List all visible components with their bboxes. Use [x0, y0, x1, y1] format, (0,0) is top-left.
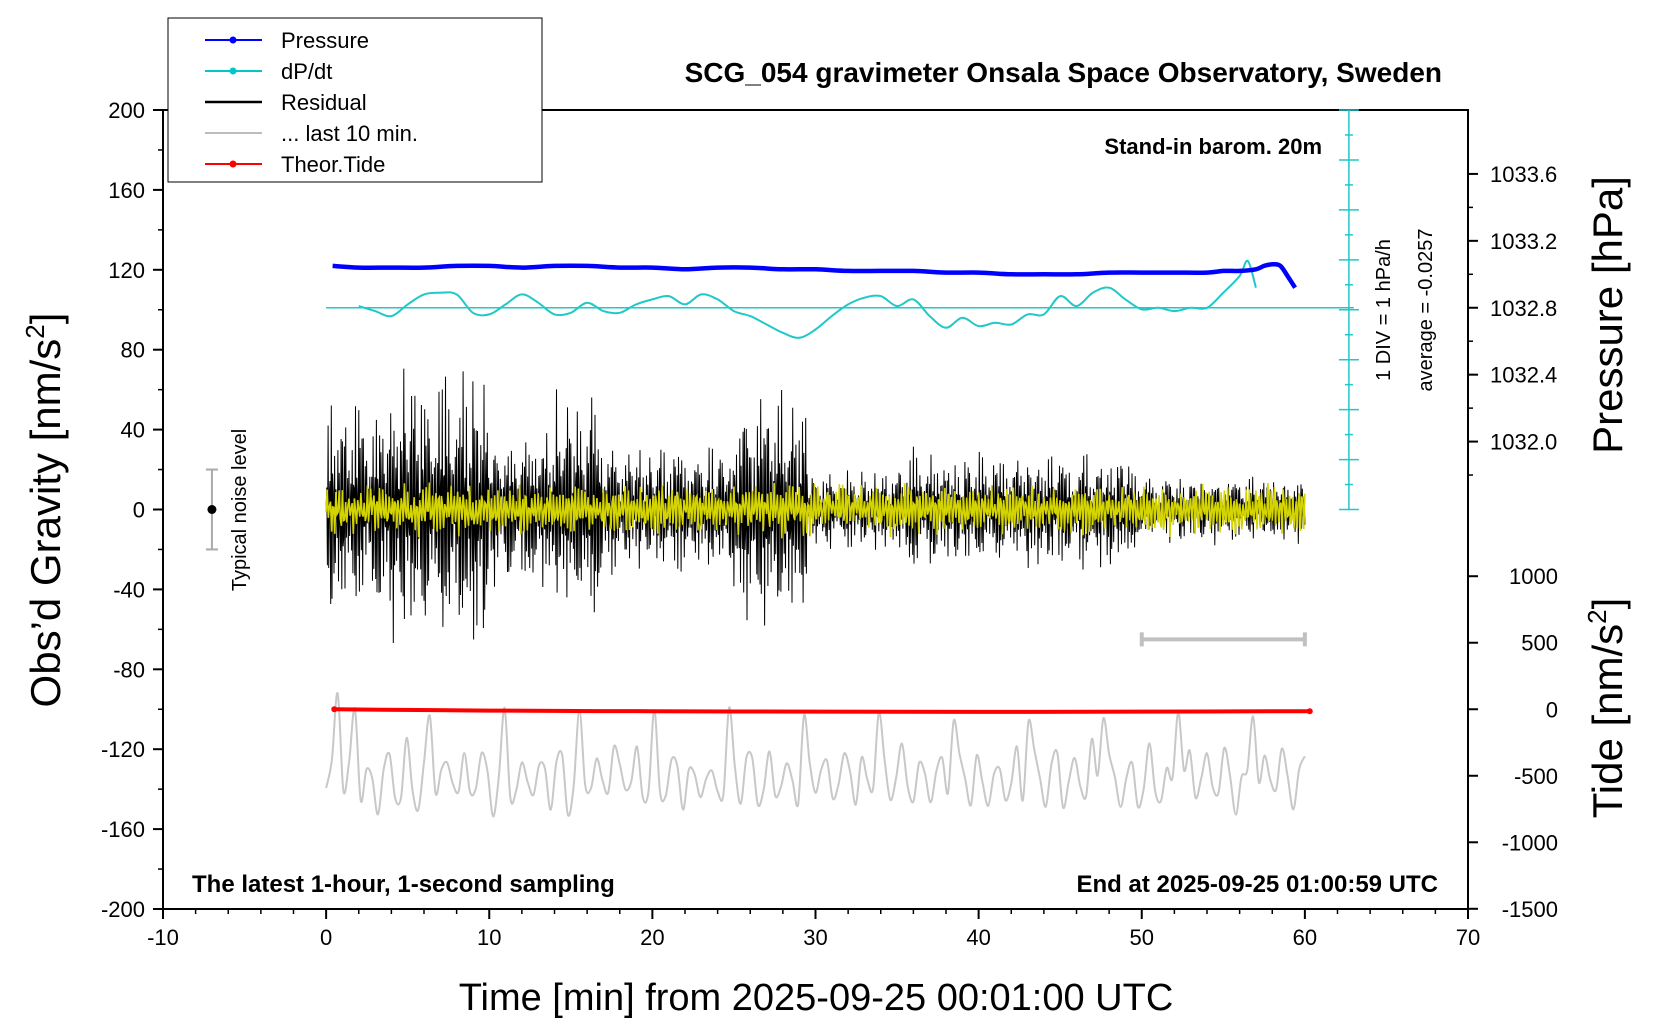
- legend-label: Pressure: [281, 28, 369, 53]
- average-note: average = -0.0257: [1415, 229, 1437, 392]
- barometer-note: Stand-in barom. 20m: [1104, 134, 1322, 159]
- y-axis-title-pressure: Pressure [hPa]: [1584, 176, 1631, 454]
- chart-title: SCG_054 gravimeter Onsala Space Observat…: [685, 57, 1442, 88]
- legend-marker: [229, 36, 237, 44]
- pressure-tick-label: 1033.6: [1490, 162, 1557, 187]
- x-tick-label: 50: [1130, 925, 1154, 950]
- pressure-tick-label: 1032.8: [1490, 296, 1557, 321]
- noise-label: Typical noise level: [229, 429, 251, 591]
- y-tick-label: 80: [121, 338, 145, 363]
- tide-tick-label: -500: [1514, 764, 1558, 789]
- legend-label: Theor.Tide: [281, 152, 385, 177]
- y-tick-label: 200: [108, 98, 145, 123]
- legend: Pressure dP/dt Residual ... last 10 min. The…: [167, 17, 543, 183]
- pressure-tick-label: 1033.2: [1490, 229, 1557, 254]
- legend-box: [167, 17, 543, 183]
- end-at-note: End at 2025-09-25 01:00:59 UTC: [1077, 871, 1439, 898]
- tide-label-sup: 2: [1582, 609, 1612, 623]
- y-tick-label: 40: [121, 418, 145, 443]
- tide-tick-label: -1000: [1502, 830, 1558, 855]
- x-tick-label: -10: [147, 925, 179, 950]
- pressure-line: [332, 261, 1297, 289]
- tide-tick-label: 0: [1546, 697, 1558, 722]
- y-tick-label: -40: [113, 577, 145, 602]
- x-tick-label: 30: [803, 925, 827, 950]
- legend-label: dP/dt: [281, 59, 332, 84]
- legend-label: ... last 10 min.: [281, 121, 418, 146]
- y-tick-label: -160: [101, 817, 145, 842]
- tide-label-end: ]: [1584, 598, 1631, 610]
- x-axis-title: Time [min] from 2025-09-25 00:01:00 UTC: [459, 977, 1174, 1019]
- legend-label: Residual: [281, 90, 367, 115]
- div-note: 1 DIV = 1 hPa/h: [1373, 239, 1395, 381]
- tide-line: [334, 707, 1310, 714]
- y-tick-label: -200: [101, 897, 145, 922]
- latest-note: The latest 1-hour, 1-second sampling: [192, 871, 615, 898]
- y-left-label-sup: 2: [20, 324, 50, 338]
- tide-start-point: [331, 706, 338, 713]
- x-tick-label: 0: [320, 925, 332, 950]
- last10-line: [325, 692, 1306, 818]
- x-tick-label: 70: [1456, 925, 1480, 950]
- y-tick-label: 0: [133, 498, 145, 523]
- tide-end-point: [1306, 708, 1313, 715]
- data-series: [205, 259, 1354, 818]
- noise-bar-center: [207, 505, 217, 514]
- y-left-label-end: ]: [22, 313, 69, 325]
- pressure-tick-label: 1032.0: [1490, 430, 1557, 455]
- tide-label-main: Tide [nm/s: [1584, 624, 1631, 819]
- y-axis-title-tide: Tide [nm/s2]: [1582, 598, 1631, 819]
- x-tick-label: 40: [966, 925, 990, 950]
- filtered-residual-line: [325, 482, 1306, 539]
- tide-tick-label: 1000: [1509, 564, 1558, 589]
- pressure-tick-label: 1032.4: [1490, 363, 1557, 388]
- x-tick-label: 60: [1293, 925, 1317, 950]
- legend-marker: [229, 67, 237, 75]
- tide-tick-label: -1500: [1502, 897, 1558, 922]
- y-tick-label: 160: [108, 178, 145, 203]
- y-tick-label: -120: [101, 737, 145, 762]
- dpdt-line: [358, 259, 1257, 339]
- y-left-label-main: Obs’d Gravity [nm/s: [22, 339, 69, 708]
- axes-ticks: -10 0 10 20 30 40 50 60 70 200 160 120 80 40 0 -40 -80 -1…: [101, 98, 1558, 950]
- x-tick-label: 10: [477, 925, 501, 950]
- y-axis-title-left: Obs’d Gravity [nm/s2]: [20, 313, 69, 708]
- x-tick-label: 20: [640, 925, 664, 950]
- y-tick-label: -80: [113, 657, 145, 682]
- y-tick-label: 120: [108, 258, 145, 283]
- tide-tick-label: 500: [1521, 631, 1558, 656]
- legend-marker: [229, 160, 237, 168]
